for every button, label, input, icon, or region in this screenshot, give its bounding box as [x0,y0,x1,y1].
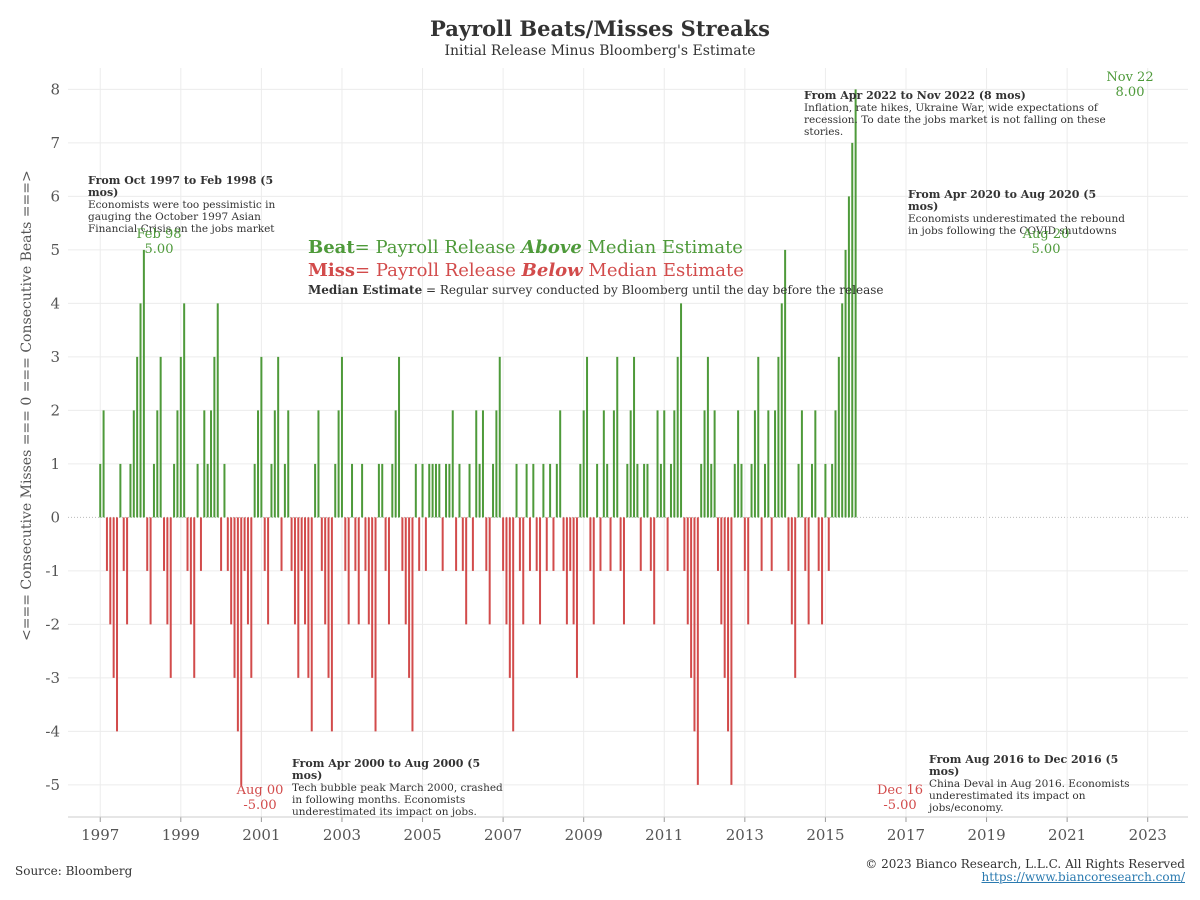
peak-label-feb98: Feb 98 5.00 [129,227,189,257]
annotation-heading: From Apr 2022 to Nov 2022 (8 mos) [804,89,1026,102]
annotation-body: Tech bubble peak March 2000, crashed in … [292,782,503,818]
legend-miss-emph: Below [521,260,583,281]
annotation-china-deval: From Aug 2016 to Dec 2016 (5 mos) China … [929,753,1134,815]
peak-label-aug00: Aug 00 -5.00 [230,783,290,813]
legend-median-text: = Regular survey conducted by Bloomberg … [422,283,884,297]
y-tick-label: -5 [45,776,60,794]
peak-label-nov22: Nov 22 8.00 [1100,70,1160,100]
peak-label-value: 5.00 [1031,242,1061,257]
legend-beat: Beat= Payroll Release Above Median Estim… [308,237,884,258]
legend-miss-text-b: Median Estimate [582,260,744,281]
x-tick-label: 1999 [162,826,200,844]
peak-label-value: -5.00 [883,798,917,813]
x-tick-label: 2007 [484,826,522,844]
peak-label-date: Nov 22 [1106,70,1154,85]
annotation-body: Inflation, rate hikes, Ukraine War, wide… [804,102,1106,138]
bar-series [99,89,857,785]
x-tick-label: 2009 [565,826,603,844]
website-link[interactable]: https://www.biancoresearch.com/ [981,870,1185,884]
annotation-heading: From Apr 2020 to Aug 2020 (5 mos) [908,188,1097,213]
source-note: Source: Bloomberg [15,864,133,878]
peak-label-value: 8.00 [1115,85,1145,100]
annotation-asian-crisis: From Oct 1997 to Feb 1998 (5 mos) Econom… [88,174,278,236]
peak-label-dec16: Dec 16 -5.00 [870,783,930,813]
legend-median: Median Estimate = Regular survey conduct… [308,283,884,297]
annotation-body: China Deval in Aug 2016. Economists unde… [929,778,1130,814]
x-tick-label: 2001 [242,826,280,844]
legend-median-word: Median Estimate [308,283,423,297]
y-tick-label: 3 [50,348,60,366]
x-tick-label: 2017 [887,826,925,844]
annotation-heading: From Oct 1997 to Feb 1998 (5 mos) [88,174,274,199]
y-tick-label: 6 [50,187,60,205]
annotation-tech-bubble: From Apr 2000 to Aug 2000 (5 mos) Tech b… [292,757,507,819]
y-tick-label: -2 [45,615,60,633]
x-tick-label: 2003 [323,826,361,844]
legend-beat-text-b: Median Estimate [581,237,743,258]
y-tick-label: 2 [50,401,60,419]
legend-miss-word: Miss [308,260,356,281]
annotation-body: Economists were too pessimistic in gaugi… [88,199,276,235]
peak-label-date: Feb 98 [136,227,182,242]
x-tick-label: 2015 [806,826,844,844]
annotation-covid: From Apr 2020 to Aug 2020 (5 mos) Econom… [908,188,1128,238]
y-tick-label: -1 [45,562,60,580]
copyright-note: © 2023 Bianco Research, L.L.C. All Right… [865,857,1185,871]
x-tick-label: 2021 [1048,826,1086,844]
x-tick-label: 2023 [1129,826,1167,844]
chart-subtitle: Initial Release Minus Bloomberg's Estima… [444,43,756,59]
peak-label-aug20: Aug 20 5.00 [1016,227,1076,257]
peak-label-date: Aug 00 [236,783,284,798]
annotation-heading: From Aug 2016 to Dec 2016 (5 mos) [929,753,1119,778]
legend-beat-text-a: = Payroll Release [354,237,522,258]
y-axis-ticks: -5 -4 -3 -2 -1 0 1 2 3 4 5 6 7 8 [45,80,60,794]
y-tick-label: 0 [50,508,60,526]
x-tick-label: 2011 [645,826,683,844]
x-tick-label: 2019 [967,826,1005,844]
y-tick-label: 1 [50,455,60,473]
legend-miss-text-a: = Payroll Release [355,260,522,281]
chart-title: Payroll Beats/Misses Streaks [430,16,770,41]
x-tick-label: 2005 [403,826,441,844]
y-tick-label: 4 [50,294,60,312]
peak-label-value: -5.00 [243,798,277,813]
y-tick-label: -3 [45,669,60,687]
legend-miss: Miss= Payroll Release Below Median Estim… [308,260,884,281]
legend-beat-word: Beat [308,237,355,258]
x-tick-label: 1997 [81,826,119,844]
peak-label-value: 5.00 [144,242,174,257]
y-tick-label: -4 [45,722,60,740]
x-tick-label: 2013 [726,826,764,844]
peak-label-date: Aug 20 [1022,227,1070,242]
legend-beat-emph: Above [521,237,582,258]
y-axis-label: <=== Consecutive Misses === 0 === Consec… [19,170,35,641]
annotation-inflation: From Apr 2022 to Nov 2022 (8 mos) Inflat… [804,89,1114,139]
legend: Beat= Payroll Release Above Median Estim… [308,237,884,297]
peak-label-date: Dec 16 [876,783,924,798]
y-tick-label: 5 [50,241,60,259]
x-axis-ticks: 1997 1999 2001 2003 2005 2007 2009 2011 2013 2015… [81,817,1167,844]
annotation-body: Economists underestimated the rebound in… [908,213,1126,237]
annotation-heading: From Apr 2000 to Aug 2000 (5 mos) [292,757,481,782]
y-tick-label: 8 [50,80,60,98]
y-tick-label: 7 [50,134,60,152]
